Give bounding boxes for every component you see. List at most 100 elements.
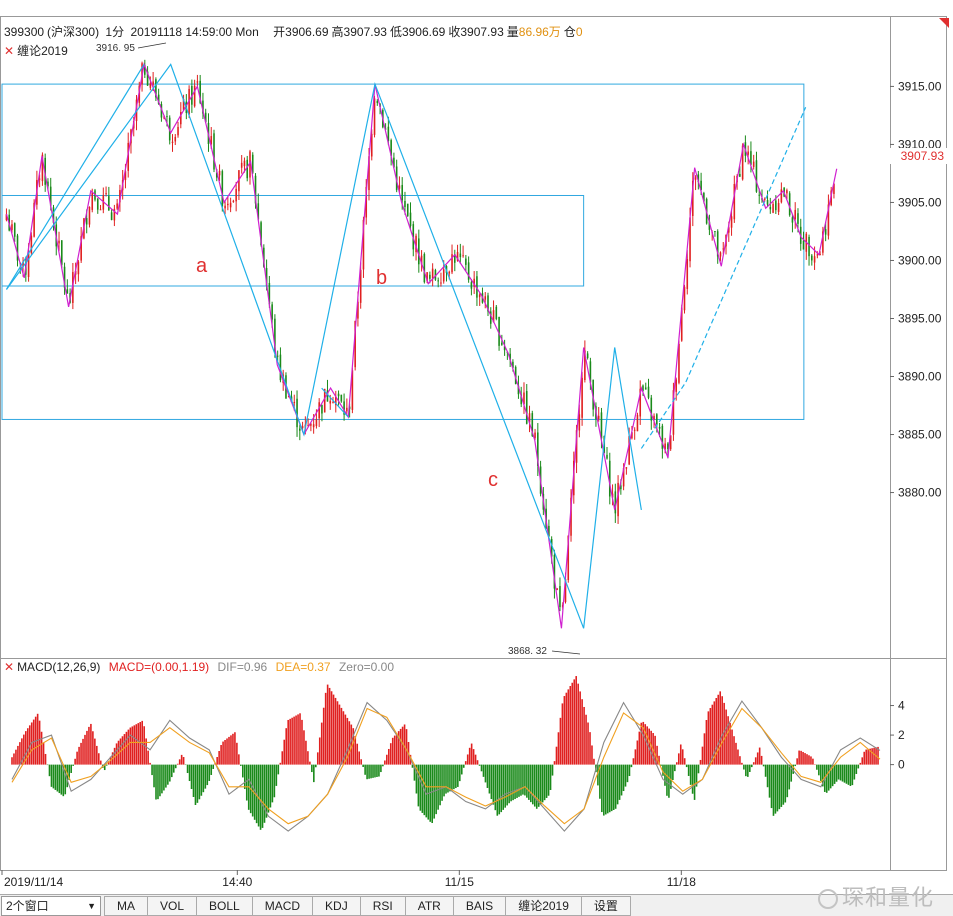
tab-atr[interactable]: ATR: [405, 895, 454, 916]
period-label: 1分: [105, 25, 125, 39]
candle-body: [797, 213, 799, 224]
candle-body: [722, 248, 725, 250]
candle-body: [794, 209, 797, 220]
candle-body: [146, 71, 149, 86]
candle-body: [523, 392, 525, 405]
candle-body: [730, 216, 733, 228]
low-point-label: 3868. 32: [508, 646, 547, 657]
candle-body: [49, 186, 52, 206]
tab-chanlun[interactable]: 缠论2019: [506, 895, 582, 916]
candle-body: [235, 188, 237, 202]
candle-body: [639, 388, 642, 417]
candle-body: [337, 393, 340, 397]
candle-body: [747, 151, 749, 155]
candle-body: [680, 307, 683, 341]
candle-body: [415, 235, 417, 253]
position-label: 仓0: [563, 25, 583, 39]
candle-body: [373, 98, 376, 135]
tab-boll[interactable]: BOLL: [197, 895, 253, 916]
candle-body: [260, 222, 262, 246]
candle-body: [708, 221, 711, 230]
candle-body: [653, 415, 655, 420]
segment-line-dashed: [640, 107, 807, 449]
close-macd-icon[interactable]: ✕: [4, 660, 15, 674]
candle-body: [88, 206, 91, 225]
candle-body: [528, 413, 531, 423]
candle-body: [362, 219, 365, 270]
candle-body: [822, 231, 824, 253]
candle-body: [58, 240, 60, 244]
candle-body: [553, 554, 556, 589]
candle-body: [263, 247, 265, 267]
window-count-select[interactable]: 2个窗口 ▼: [1, 895, 101, 916]
candle-body: [354, 320, 356, 368]
candle-body: [359, 269, 362, 303]
candle-body: [495, 306, 498, 319]
candle-body: [617, 482, 619, 517]
candle-body: [556, 588, 558, 590]
candle-body: [550, 538, 553, 557]
candle-body: [227, 203, 229, 206]
candle-body: [202, 100, 204, 114]
candle-body: [401, 184, 404, 201]
candle-body: [608, 460, 611, 497]
tab-ma[interactable]: MA: [104, 895, 148, 916]
chart-canvas[interactable]: 3915.00 3910.00 3905.00 3900.00 3895.00 3890.…: [0, 0, 953, 894]
candle-body: [714, 231, 716, 233]
close-indicator-icon[interactable]: ✕: [4, 44, 15, 58]
candle-body: [520, 394, 523, 405]
candle-body: [249, 151, 251, 178]
candle-body: [390, 140, 392, 156]
tab-macd[interactable]: MACD: [252, 895, 314, 916]
candle-body: [531, 413, 534, 436]
candle-body: [301, 426, 304, 429]
candle-body: [47, 181, 49, 187]
candle-body: [334, 396, 337, 406]
high-label: 高3907.93: [331, 25, 387, 39]
candle-body: [357, 301, 359, 319]
candle-body: [448, 271, 451, 274]
candle-body: [426, 272, 428, 281]
tab-rsi[interactable]: RSI: [360, 895, 406, 916]
x-tick-label: 14:40: [222, 875, 252, 889]
candle-body: [124, 171, 127, 181]
candle-body: [802, 240, 805, 250]
candle-body: [346, 407, 348, 412]
candle-body: [622, 468, 625, 487]
candle-body: [365, 186, 368, 218]
watermark-text: 琛和量化: [842, 885, 935, 910]
candle-body: [268, 282, 271, 305]
candle-body: [786, 190, 788, 194]
candle-body: [340, 394, 343, 402]
candle-body: [597, 415, 600, 419]
candle-body: [763, 198, 766, 200]
candle-body: [265, 268, 268, 286]
candle-body: [80, 236, 82, 261]
candle-body: [63, 266, 66, 288]
pivot-box-large: [1, 83, 805, 420]
dea-value: DEA=0.37: [275, 660, 331, 674]
tab-settings[interactable]: 设置: [581, 895, 631, 916]
candle-body: [149, 83, 152, 88]
candle-body: [644, 387, 647, 390]
high-point-pointer: [137, 42, 167, 49]
candle-body: [514, 366, 517, 385]
candle-body: [656, 414, 658, 425]
candle-body: [108, 196, 110, 211]
candle-body: [694, 177, 697, 180]
x-tick-label: 11/18: [667, 875, 696, 889]
candle-body: [633, 429, 636, 431]
tab-bais[interactable]: BAIS: [453, 895, 507, 916]
tab-kdj[interactable]: KDJ: [313, 895, 361, 916]
wave-label-a: a: [196, 255, 208, 277]
tab-vol[interactable]: VOL: [148, 895, 198, 916]
candle-body: [257, 203, 260, 220]
candle-body: [440, 282, 442, 284]
candle-body: [467, 262, 470, 280]
candle-body: [423, 254, 426, 283]
macd-value: MACD=(0.00,1.19): [108, 660, 210, 674]
candle-body: [689, 217, 691, 262]
candle-body: [559, 586, 561, 608]
candle-body: [683, 286, 686, 311]
candle-body: [299, 428, 301, 431]
